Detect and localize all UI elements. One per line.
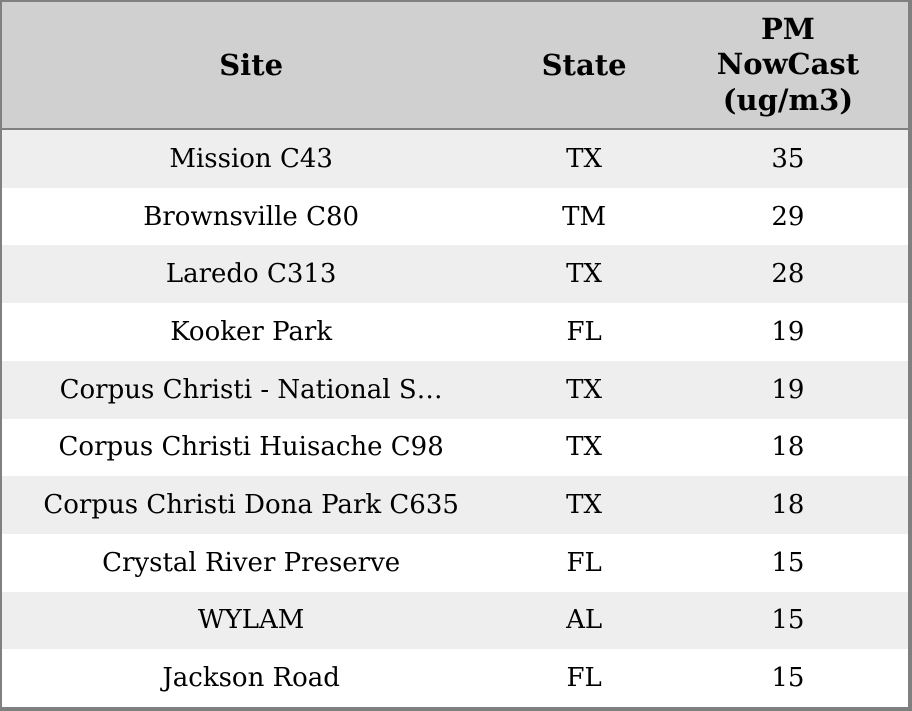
state-cell: TX xyxy=(566,490,603,521)
state-cell: FL xyxy=(566,316,602,347)
state-cell: FL xyxy=(566,663,602,694)
table-row: Brownsville C80 TM 29 xyxy=(2,187,908,246)
site-cell: Jackson Road xyxy=(162,663,340,694)
state-cell: TX xyxy=(566,259,603,290)
pm-nowcast-cell: 28 xyxy=(771,259,805,290)
table-body: Mission C43 TX 35 Brownsville C80 TM 29 … xyxy=(2,130,908,707)
table-row: Corpus Christi Huisache C98 TX 18 xyxy=(2,418,908,477)
site-cell: Corpus Christi Dona Park C635 xyxy=(43,490,459,521)
state-cell: TX xyxy=(566,374,603,405)
site-cell: Laredo C313 xyxy=(165,259,337,290)
table-row: Crystal River Preserve FL 15 xyxy=(2,533,908,592)
site-cell: Brownsville C80 xyxy=(143,201,360,232)
state-cell: TX xyxy=(566,432,603,463)
table-row: Corpus Christi Dona Park C635 TX 18 xyxy=(2,476,908,534)
column-header-state: State xyxy=(500,47,668,84)
column-header-state-label: State xyxy=(541,47,627,82)
table-row: Corpus Christi - National S… TX 19 xyxy=(2,360,908,419)
table-row: Kooker Park FL 19 xyxy=(2,303,908,361)
column-header-site: Site xyxy=(2,47,500,84)
pm-nowcast-cell: 19 xyxy=(771,374,805,405)
table-row: Mission C43 TX 35 xyxy=(2,130,908,188)
table-row: WYLAM AL 15 xyxy=(2,591,908,650)
pm-nowcast-cell: 15 xyxy=(771,547,805,578)
site-cell: Crystal River Preserve xyxy=(102,547,401,578)
site-cell: Corpus Christi Huisache C98 xyxy=(58,432,444,463)
site-cell: WYLAM xyxy=(197,605,305,636)
state-cell: TM xyxy=(562,201,607,232)
column-header-pm-nowcast-label: PM NowCast (ug/m3) xyxy=(716,11,860,117)
site-cell: Kooker Park xyxy=(170,316,333,347)
table-row: Laredo C313 TX 28 xyxy=(2,245,908,304)
table-header-row: Site State PM NowCast (ug/m3) xyxy=(2,2,908,130)
table-row: Jackson Road FL 15 xyxy=(2,649,908,707)
pm-nowcast-cell: 18 xyxy=(771,490,805,521)
pm-nowcast-cell: 18 xyxy=(771,432,805,463)
state-cell: FL xyxy=(566,547,602,578)
site-cell: Corpus Christi - National S… xyxy=(59,374,443,405)
pm-nowcast-cell: 19 xyxy=(771,316,805,347)
pm-nowcast-cell: 29 xyxy=(771,201,805,232)
pm-nowcast-cell: 15 xyxy=(771,605,805,636)
pm-nowcast-cell: 15 xyxy=(771,663,805,694)
column-header-site-label: Site xyxy=(219,47,284,82)
column-header-pm-nowcast: PM NowCast (ug/m3) xyxy=(668,12,908,118)
pm-nowcast-cell: 35 xyxy=(771,143,805,174)
state-cell: TX xyxy=(566,143,603,174)
site-cell: Mission C43 xyxy=(169,143,333,174)
state-cell: AL xyxy=(566,605,603,636)
